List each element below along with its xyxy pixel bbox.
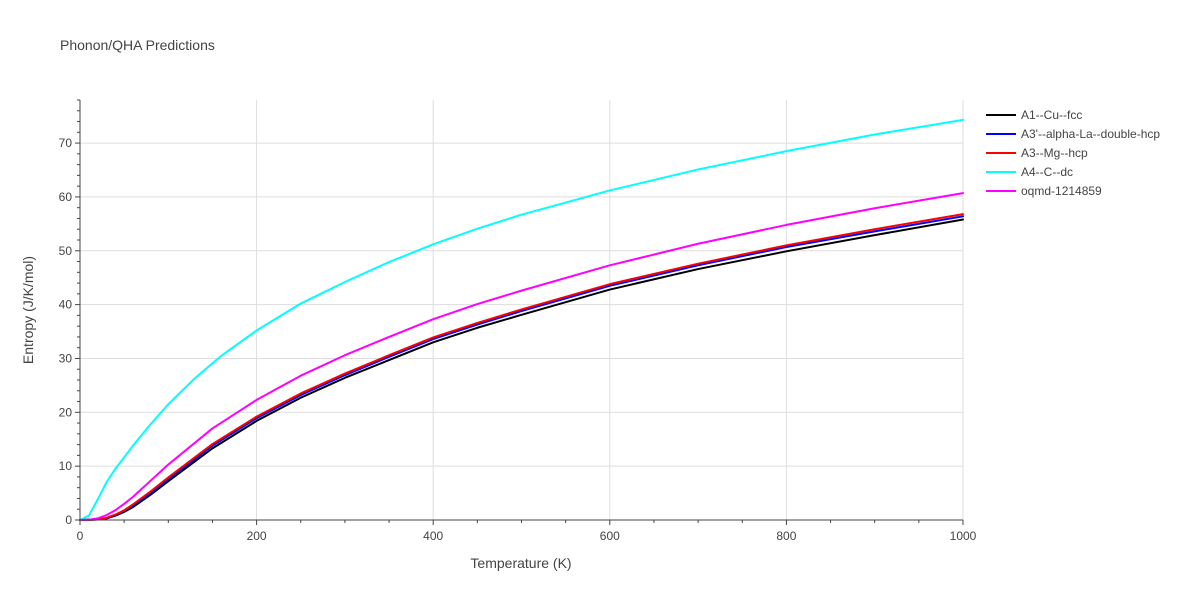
x-tick-label: 400 <box>423 529 443 543</box>
legend-item-5[interactable]: oqmd-1214859 <box>986 184 1102 198</box>
x-tick-label: 600 <box>600 529 620 543</box>
axes: 0 200 400 600 800 1000 0 10 20 30 40 50 60 70 <box>59 99 977 543</box>
x-tick-label: 0 <box>77 529 84 543</box>
legend-label: A3--Mg--hcp <box>1021 146 1088 160</box>
series-line-4[interactable] <box>79 118 964 521</box>
x-axis-title: Temperature (K) <box>470 555 571 571</box>
y-tick-label: 0 <box>65 513 72 527</box>
plot-series <box>79 118 964 521</box>
legend-item-3[interactable]: A3--Mg--hcp <box>986 146 1088 160</box>
legend-label: oqmd-1214859 <box>1021 184 1102 198</box>
series-line-5[interactable] <box>79 192 964 521</box>
legend-label: A3'--alpha-La--double-hcp <box>1021 127 1160 141</box>
chart-title: Phonon/QHA Predictions <box>60 37 215 53</box>
y-tick-label: 10 <box>59 459 73 473</box>
legend-item-1[interactable]: A1--Cu--fcc <box>986 108 1082 122</box>
y-axis-title: Entropy (J/K/mol) <box>20 256 36 364</box>
y-tick-label: 70 <box>59 136 73 150</box>
series-line-3[interactable] <box>79 213 964 521</box>
x-tick-label: 1000 <box>950 529 977 543</box>
legend-label: A1--Cu--fcc <box>1021 108 1082 122</box>
series-line-1[interactable] <box>79 218 964 521</box>
y-tick-label: 60 <box>59 190 73 204</box>
legend: A1--Cu--fcc A3'--alpha-La--double-hcp A3--… <box>986 108 1160 198</box>
series-line-2[interactable] <box>79 215 964 521</box>
legend-item-2[interactable]: A3'--alpha-La--double-hcp <box>986 127 1160 141</box>
x-tick-label: 200 <box>247 529 267 543</box>
legend-label: A4--C--dc <box>1021 165 1073 179</box>
y-tick-label: 20 <box>59 405 73 419</box>
y-tick-label: 30 <box>59 351 73 365</box>
y-tick-label: 50 <box>59 244 73 258</box>
y-tick-label: 40 <box>59 298 73 312</box>
legend-item-4[interactable]: A4--C--dc <box>986 165 1073 179</box>
grid-lines <box>80 100 964 520</box>
x-tick-label: 800 <box>776 529 796 543</box>
